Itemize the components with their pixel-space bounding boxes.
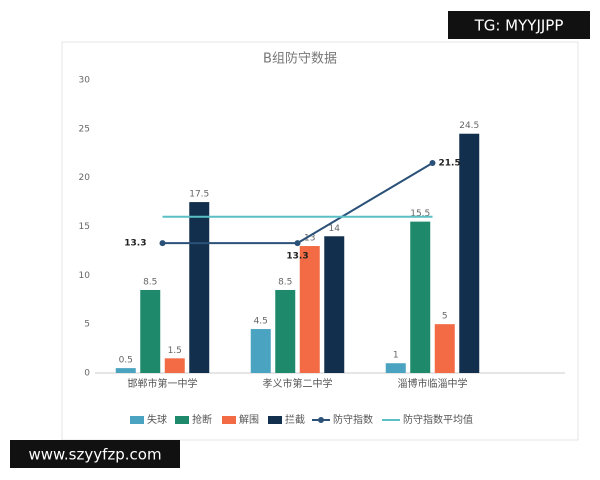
x-tick-label: 孝义市第二中学 [263, 377, 333, 390]
y-tick-label: 20 [79, 173, 91, 183]
data-label: 14 [329, 224, 341, 234]
bar [189, 202, 210, 373]
y-tick-label: 0 [84, 369, 90, 379]
bar [459, 133, 480, 373]
data-label: 0.5 [119, 356, 133, 366]
data-label: 5 [442, 312, 448, 322]
legend-label: 防守指数 [333, 413, 373, 426]
data-label: 21.5 [439, 159, 461, 169]
y-tick-label: 10 [79, 271, 91, 281]
chart-title: B组防守数据 [263, 51, 337, 67]
data-label: 13.3 [286, 252, 308, 262]
data-label: 8.5 [143, 277, 157, 287]
legend-label: 抢断 [192, 413, 212, 426]
chart-frame [61, 41, 579, 441]
data-label: 1 [393, 351, 399, 361]
legend-swatch [222, 416, 236, 424]
bar [164, 358, 185, 373]
data-label: 17.5 [189, 190, 209, 200]
x-tick-label: 邯郸市第一中学 [128, 377, 198, 390]
legend-swatch [318, 417, 324, 423]
watermark: TG: MYYJJPP [474, 17, 564, 35]
line-point [429, 160, 436, 167]
data-label: 1.5 [168, 346, 182, 356]
legend-swatch [175, 416, 189, 424]
legend-label: 失球 [147, 413, 167, 426]
bar [299, 246, 320, 373]
y-tick-label: 25 [79, 124, 90, 134]
x-tick-label: 淄博市临淄中学 [398, 377, 468, 390]
bar [324, 236, 345, 373]
y-tick-label: 15 [79, 222, 90, 232]
data-label: 4.5 [254, 317, 268, 327]
legend-label: 拦截 [285, 413, 305, 426]
y-tick-label: 30 [79, 76, 91, 86]
y-tick-label: 5 [84, 320, 90, 330]
watermark: www.szyyfzp.com [28, 446, 161, 464]
data-label: 15.5 [410, 209, 430, 219]
line-point [294, 240, 301, 247]
data-label: 13 [304, 234, 315, 244]
bar [434, 324, 455, 373]
bar [410, 221, 431, 373]
legend-label: 解围 [239, 413, 259, 426]
watermark-box [448, 11, 590, 39]
legend-swatch [130, 416, 144, 424]
bar [250, 329, 271, 373]
legend-swatch [268, 416, 282, 424]
data-label: 24.5 [459, 121, 479, 131]
bar [140, 289, 161, 373]
bar [275, 289, 296, 373]
data-label: 8.5 [278, 277, 292, 287]
bar [115, 368, 136, 373]
data-label: 13.3 [124, 239, 146, 249]
legend-label: 防守指数平均值 [403, 413, 473, 426]
line-point [159, 240, 166, 247]
bar [385, 363, 406, 373]
watermark-box [10, 440, 180, 468]
